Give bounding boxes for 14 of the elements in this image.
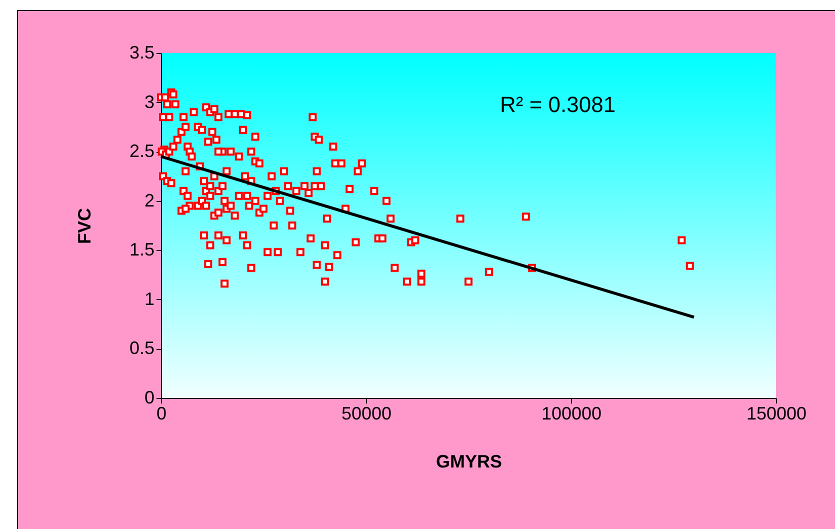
y-tick-label: 1 [144, 288, 154, 309]
y-tick-label: 3.5 [129, 42, 154, 62]
x-tick-label: 150000 [746, 404, 807, 424]
y-tick-label: 1.5 [129, 240, 154, 260]
x-axis-title: GMYRS [436, 452, 502, 472]
y-axis-title: FVC [74, 208, 94, 244]
y-tick-label: 0.5 [129, 338, 154, 358]
y-tick-label: 2.5 [129, 141, 154, 162]
y-tick-label: 0 [144, 388, 154, 408]
x-tick-label: 50000 [341, 404, 392, 424]
y-tick-label: 3 [144, 92, 154, 112]
x-tick-label: 100000 [541, 404, 602, 424]
y-tick-label: 2 [144, 190, 154, 210]
annotation: R² = 0.3081 [500, 92, 616, 118]
